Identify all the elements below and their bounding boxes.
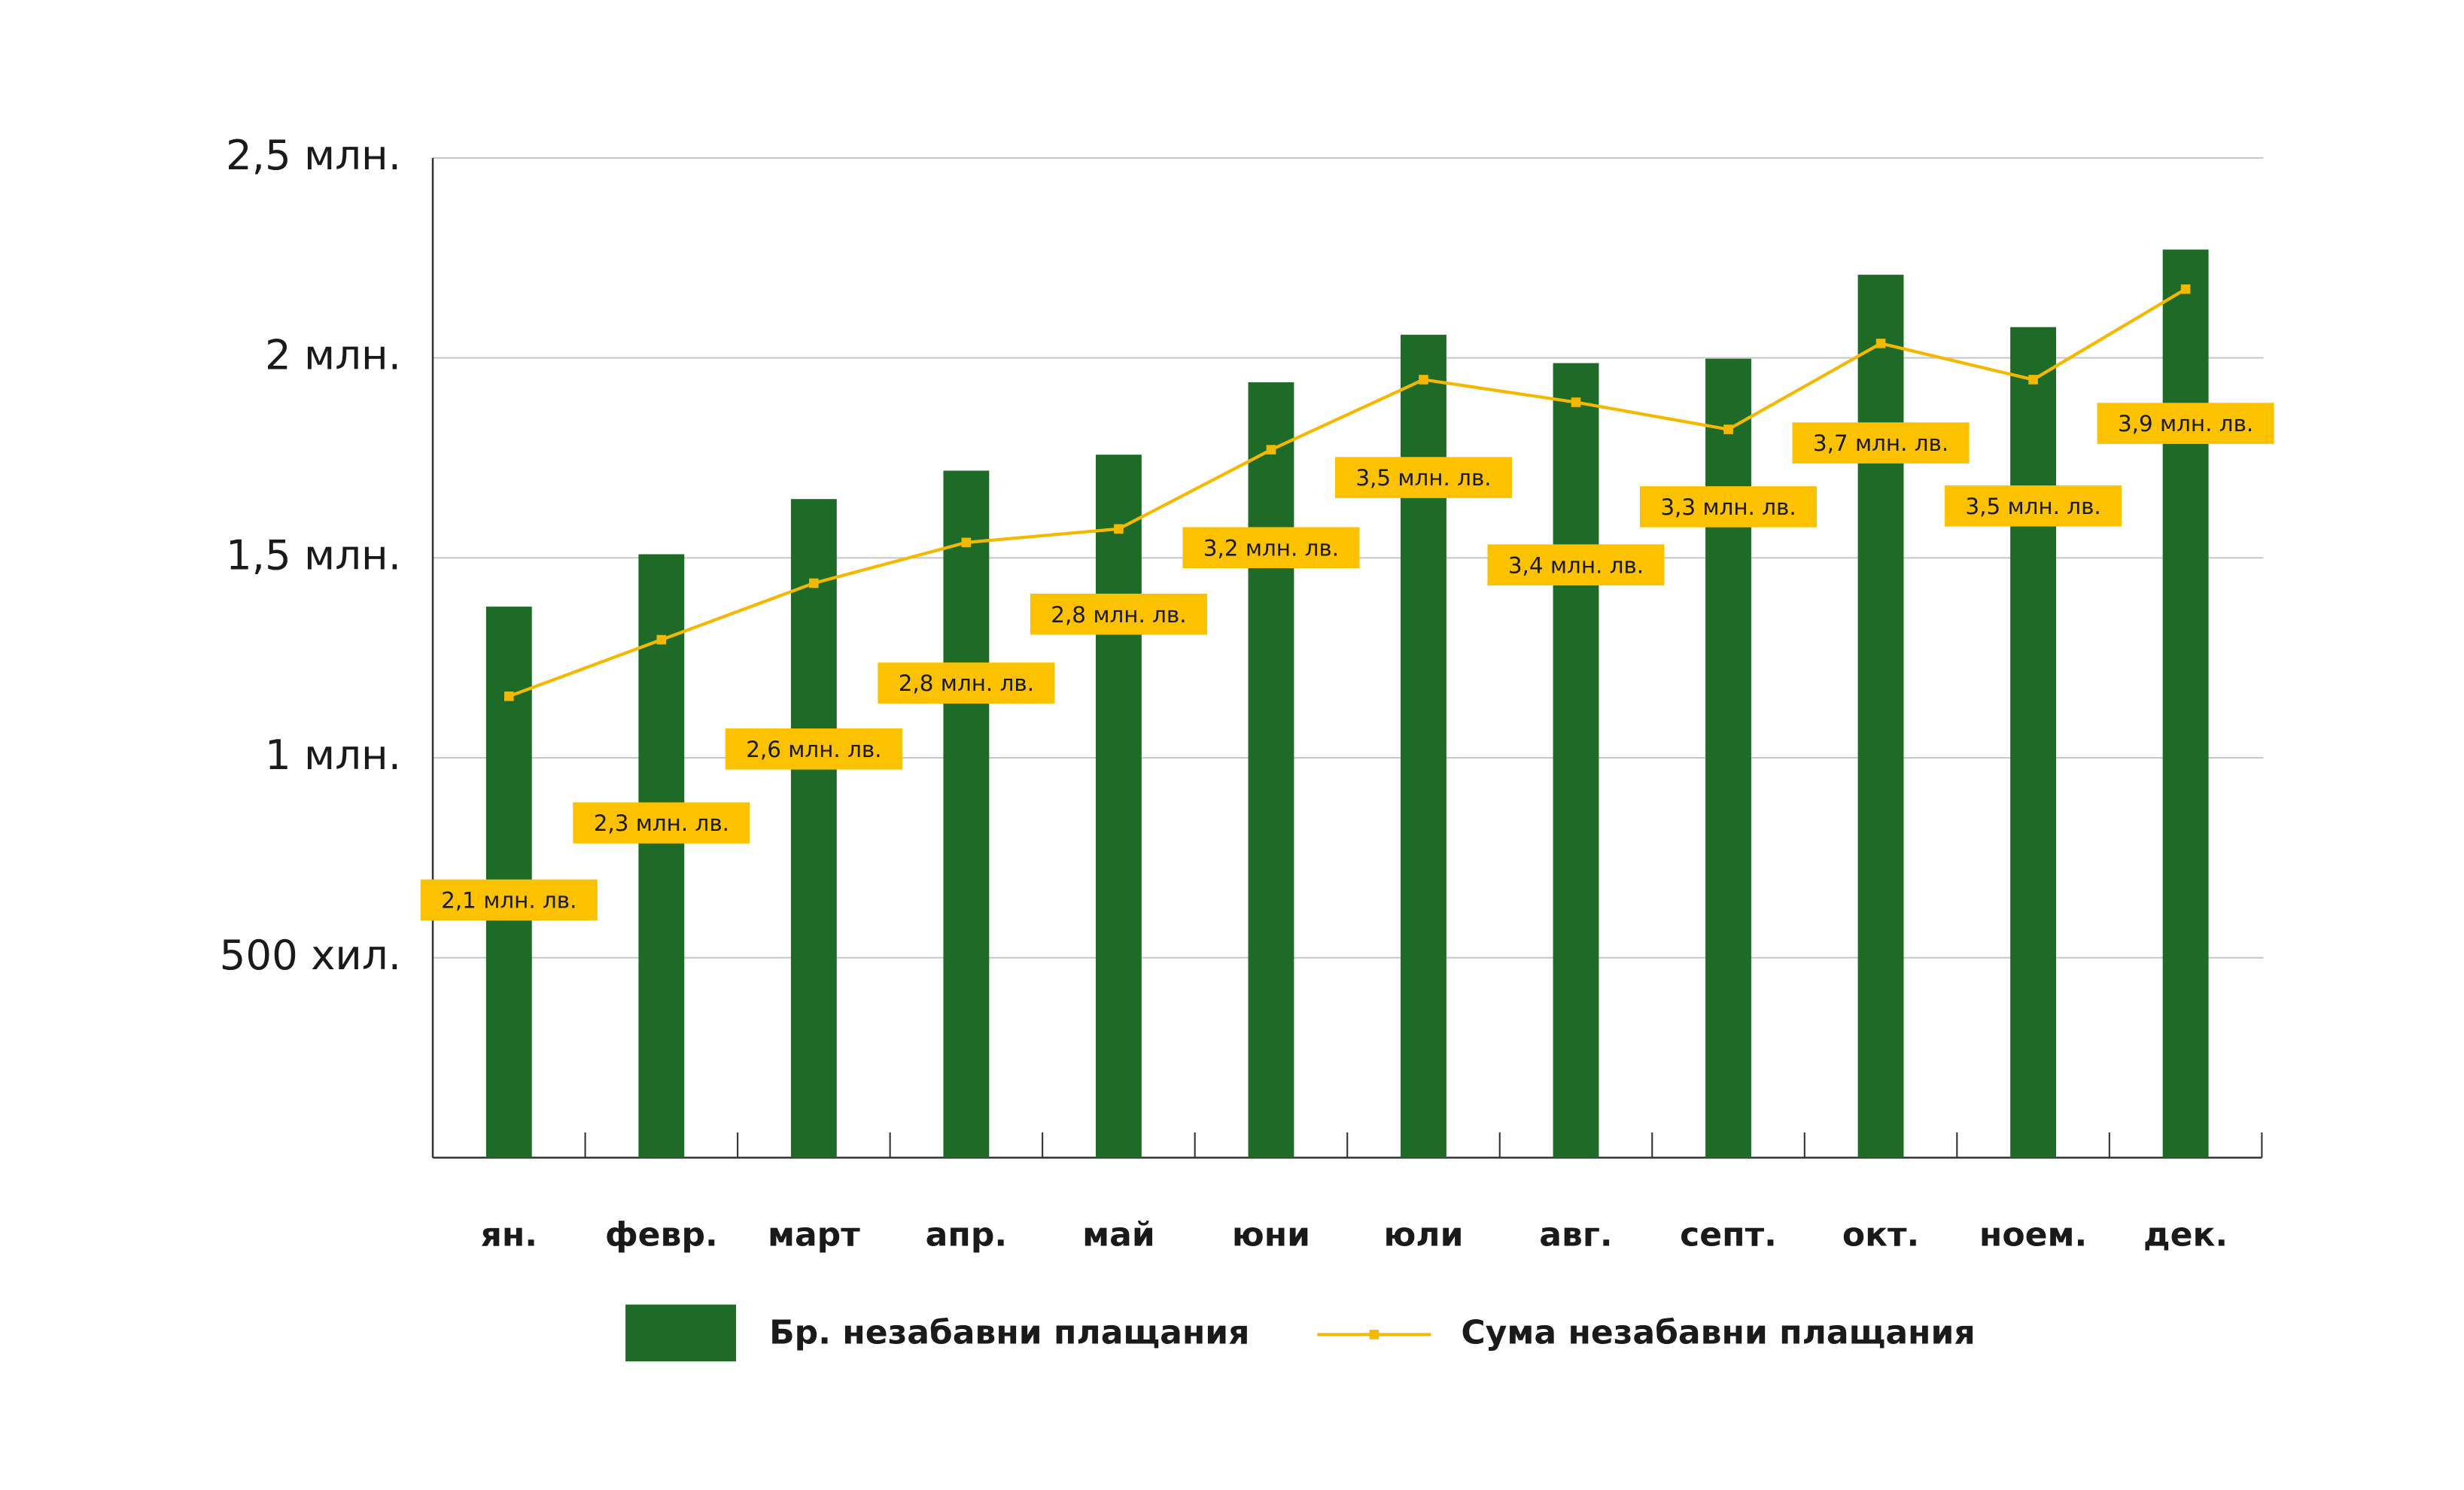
value-label: 2,8 млн. лв. xyxy=(899,670,1034,696)
x-tick-label: март xyxy=(768,1215,860,1254)
x-tick-label: авг. xyxy=(1539,1215,1612,1254)
y-tick-label: 1 млн. xyxy=(265,731,401,779)
y-tick-label: 1,5 млн. xyxy=(226,531,401,579)
legend-swatch-marker xyxy=(1369,1330,1380,1339)
value-label: 2,1 млн. лв. xyxy=(441,888,576,914)
bar xyxy=(1705,358,1751,1158)
value-label: 3,4 млн. лв. xyxy=(1508,552,1644,578)
value-label-box xyxy=(878,662,1055,704)
value-label: 2,6 млн. лв. xyxy=(746,737,881,762)
x-tick-label: ян. xyxy=(481,1215,537,1254)
value-label: 3,3 млн. лв. xyxy=(1660,494,1796,520)
y-tick-label: 2,5 млн. xyxy=(226,131,401,179)
legend-label: Бр. незабавни плащания xyxy=(769,1313,1249,1352)
line-marker xyxy=(1875,339,1886,348)
value-label: 2,8 млн. лв. xyxy=(1051,602,1186,628)
line-marker xyxy=(809,578,819,588)
line-marker xyxy=(1266,445,1276,455)
line-marker xyxy=(2180,284,2191,294)
value-label: 3,2 млн. лв. xyxy=(1203,535,1339,561)
value-label-box xyxy=(1334,457,1512,498)
bar xyxy=(1857,275,1904,1158)
value-label-box xyxy=(725,728,902,770)
value-label-box xyxy=(1487,544,1665,585)
bar xyxy=(2162,249,2209,1158)
value-label-box xyxy=(1792,422,1970,464)
bar xyxy=(1248,382,1294,1158)
line-marker xyxy=(1571,397,1581,407)
value-label: 3,5 млн. лв. xyxy=(1355,465,1491,491)
line-marker xyxy=(1114,524,1124,534)
value-label-box xyxy=(420,879,598,921)
x-tick-label: апр. xyxy=(926,1215,1007,1254)
line-marker xyxy=(961,537,972,548)
bar xyxy=(2010,327,2057,1158)
value-label-box xyxy=(573,802,750,844)
bar xyxy=(790,499,837,1158)
line xyxy=(508,287,2187,698)
x-tick-label: юли xyxy=(1383,1215,1463,1254)
value-label-box xyxy=(2097,403,2274,444)
value-label: 3,5 млн. лв. xyxy=(1965,494,2100,519)
x-tick-label: юни xyxy=(1232,1215,1310,1254)
value-label-box xyxy=(1639,486,1818,528)
line-marker xyxy=(1723,424,1733,434)
legend-swatch xyxy=(625,1304,737,1362)
bar xyxy=(638,554,685,1158)
value-label-box xyxy=(1030,593,1207,635)
x-tick-label: дек. xyxy=(2143,1215,2228,1254)
x-tick-label: ноем. xyxy=(1979,1215,2087,1254)
line-marker xyxy=(1419,375,1428,385)
line-marker xyxy=(656,634,667,645)
line-marker xyxy=(2028,375,2038,385)
legend-label: Сума незабавни плащания xyxy=(1461,1313,1975,1352)
x-tick-label: окт. xyxy=(1842,1215,1919,1254)
value-label: 3,7 млн. лв. xyxy=(1813,430,1948,456)
bar xyxy=(1095,455,1142,1158)
x-tick-label: септ. xyxy=(1680,1215,1777,1254)
y-tick-label: 500 хил. xyxy=(220,931,401,979)
x-tick-label: февр. xyxy=(605,1215,718,1254)
line-marker xyxy=(504,691,514,701)
bar xyxy=(1553,363,1599,1158)
y-tick-label: 2 млн. xyxy=(265,331,401,379)
value-label-box xyxy=(1182,527,1360,569)
x-tick-label: май xyxy=(1082,1215,1155,1254)
bar xyxy=(943,470,990,1158)
value-label: 2,3 млн. лв. xyxy=(594,810,729,836)
value-label-box xyxy=(1945,485,2122,527)
value-label: 3,9 млн. лв. xyxy=(2118,411,2253,436)
